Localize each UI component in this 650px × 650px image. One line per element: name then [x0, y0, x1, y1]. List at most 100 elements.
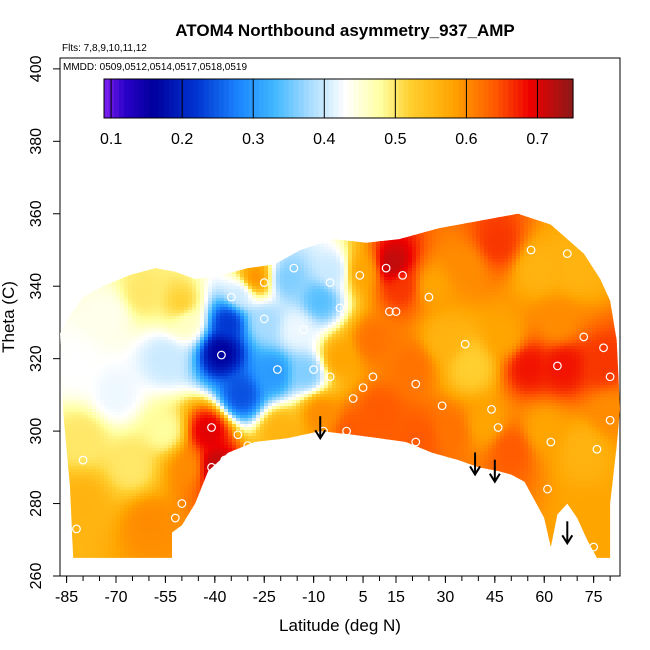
field-cell [212, 421, 217, 425]
field-cell [152, 445, 157, 449]
field-cell [112, 415, 117, 419]
field-cell [64, 319, 69, 323]
field-cell [176, 283, 181, 287]
field-cell [192, 391, 197, 395]
field-cell [204, 355, 209, 359]
field-cell [160, 220, 165, 224]
field-cell [76, 295, 81, 299]
field-cell [160, 286, 165, 290]
field-cell [72, 328, 77, 332]
field-cell [144, 292, 149, 296]
field-cell [224, 421, 229, 425]
field-cell [112, 370, 117, 374]
field-cell [200, 541, 205, 545]
field-cell [108, 325, 113, 329]
field-cell [104, 337, 109, 341]
field-cell [144, 490, 149, 494]
field-cell [148, 256, 153, 260]
field-cell [112, 364, 117, 368]
field-cell [176, 316, 181, 320]
field-cell [112, 517, 117, 521]
field-cell [124, 493, 129, 497]
field-cell [176, 256, 181, 260]
field-cell [84, 286, 89, 290]
field-cell [192, 214, 197, 218]
field-cell [160, 217, 165, 221]
field-cell [184, 208, 189, 212]
field-cell [108, 283, 113, 287]
field-cell [136, 358, 141, 362]
field-cell [184, 466, 189, 470]
field-cell [144, 349, 149, 353]
field-cell [172, 499, 177, 503]
field-cell [132, 328, 137, 332]
field-cell [100, 355, 105, 359]
field-cell [128, 268, 133, 272]
field-cell [224, 280, 229, 284]
field-cell [112, 430, 117, 434]
field-cell [76, 361, 81, 365]
field-cell [132, 409, 137, 413]
field-cell [168, 280, 173, 284]
field-cell [80, 436, 85, 440]
field-cell [80, 220, 85, 224]
field-cell [188, 553, 193, 557]
field-cell [120, 307, 125, 311]
field-cell [192, 436, 197, 440]
field-cell [208, 466, 213, 470]
field-cell [200, 271, 205, 275]
field-cell [80, 466, 85, 470]
field-cell [144, 367, 149, 371]
field-cell [140, 358, 145, 362]
field-cell [88, 415, 93, 419]
field-cell [204, 529, 209, 533]
field-cell [68, 352, 73, 356]
field-cell [196, 454, 201, 458]
field-cell [84, 412, 89, 416]
field-cell [140, 334, 145, 338]
field-cell [68, 502, 73, 506]
field-cell [92, 283, 97, 287]
field-cell [172, 487, 177, 491]
field-cell [84, 391, 89, 395]
field-cell [204, 487, 209, 491]
field-cell [152, 406, 157, 410]
field-cell [224, 511, 229, 515]
field-cell [144, 310, 149, 314]
field-cell [64, 325, 69, 329]
field-cell [132, 499, 137, 503]
field-cell [220, 532, 225, 536]
field-cell [212, 361, 217, 365]
field-cell [208, 484, 213, 488]
field-cell [104, 442, 109, 446]
field-cell [152, 301, 157, 305]
field-cell [212, 277, 217, 281]
field-cell [124, 448, 129, 452]
field-cell [116, 256, 121, 260]
field-cell [180, 340, 185, 344]
field-cell [84, 487, 89, 491]
field-cell [72, 352, 77, 356]
field-cell [108, 328, 113, 332]
field-cell [220, 334, 225, 338]
field-cell [116, 514, 121, 518]
field-cell [68, 214, 73, 218]
field-cell [152, 268, 157, 272]
field-cell [60, 517, 65, 521]
field-cell [184, 514, 189, 518]
field-cell [172, 394, 177, 398]
field-cell [60, 343, 65, 347]
field-cell [80, 217, 85, 221]
field-cell [152, 370, 157, 374]
field-cell [160, 367, 165, 371]
field-cell [64, 529, 69, 533]
field-cell [84, 526, 89, 530]
field-cell [216, 481, 221, 485]
field-cell [120, 238, 125, 242]
field-cell [120, 316, 125, 320]
field-cell [176, 259, 181, 263]
field-cell [128, 562, 133, 566]
field-cell [112, 412, 117, 416]
field-cell [96, 325, 101, 329]
field-cell [172, 508, 177, 512]
